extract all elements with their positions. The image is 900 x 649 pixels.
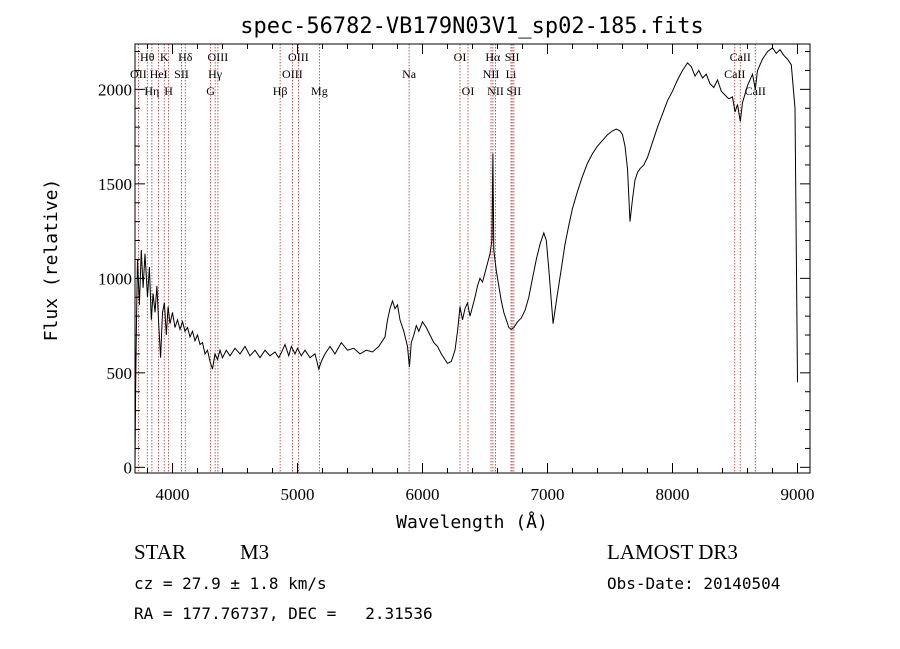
spectral-line-label: OII [130, 67, 147, 81]
spectral-line-label: Hγ [208, 67, 223, 81]
x-tick-label: 4000 [156, 485, 190, 504]
spectral-line-label: NII [483, 67, 500, 81]
spectral-line-label: OIII [288, 50, 309, 64]
spectral-line-markers [137, 44, 756, 473]
spectral-line-label: SII [507, 84, 522, 98]
spectral-line-label: Hα [485, 50, 501, 64]
y-tick-label: 1000 [98, 269, 132, 288]
x-tick-label: 8000 [656, 485, 690, 504]
spectral-line-label: Mg [311, 84, 328, 98]
spectral-line-label: OIII [208, 50, 229, 64]
spectral-subclass: M3 [240, 540, 270, 564]
y-axis-label: Flux (relative) [41, 179, 62, 342]
spectral-line-label: CaII [745, 84, 766, 98]
x-tick-label: 7000 [531, 485, 565, 504]
redshift-readout: cz = 27.9 ± 1.8 km/s [134, 574, 327, 593]
x-tick-label: 9000 [781, 485, 815, 504]
spectral-line-label: Hδ [178, 50, 193, 64]
spectral-line-label: OIII [282, 67, 303, 81]
x-tick-label: 5000 [281, 485, 315, 504]
spectral-line-label: CaII [730, 50, 751, 64]
spectral-line-label: OI [462, 84, 475, 98]
y-tick-label: 500 [107, 364, 133, 383]
x-axis-label: Wavelength (Å) [396, 511, 548, 533]
spectral-line-label: SII [505, 50, 520, 64]
spectral-line-label: Hη [144, 84, 159, 98]
chart-title: spec-56782-VB179N03V1_sp02-185.fits [240, 14, 704, 39]
y-tick-label: 2000 [98, 80, 132, 99]
y-tick-label: 0 [124, 458, 133, 477]
spectral-line-label: Li [506, 67, 517, 81]
spectral-line-label: Hβ [273, 84, 288, 98]
spectral-line-label: CaII [724, 67, 745, 81]
y-tick-label: 1500 [98, 175, 132, 194]
survey-name: LAMOST DR3 [607, 540, 738, 564]
x-tick-label: 6000 [406, 485, 440, 504]
spectral-line-label: Na [402, 67, 417, 81]
spectral-line-label: Hθ [140, 50, 155, 64]
spectral-line-label: HeI [150, 67, 168, 81]
spectral-line-label: NII [487, 84, 504, 98]
spectral-line-label: OI [454, 50, 467, 64]
observation-date: Obs-Date: 20140504 [607, 574, 781, 593]
axis-ticks: 4000 5000 6000 7000 8000 9000 0 500 1000 1500 2000 [98, 44, 815, 504]
spectral-line-label: K [160, 50, 169, 64]
spectral-line-label: SII [174, 67, 189, 81]
flux-series-line [134, 47, 798, 468]
spectral-line-label: H [164, 84, 173, 98]
spectral-line-label: G [206, 84, 215, 98]
coordinates-readout: RA = 177.76737, DEC = 2.31536 [134, 604, 433, 623]
object-type: STAR [134, 540, 186, 564]
plot-frame [134, 43, 811, 474]
spectral-line-labels: Hθ OII Hη K HeI H Hδ SII OIII Hγ G OIII OIII Hβ Mg Na OI… [130, 50, 766, 98]
